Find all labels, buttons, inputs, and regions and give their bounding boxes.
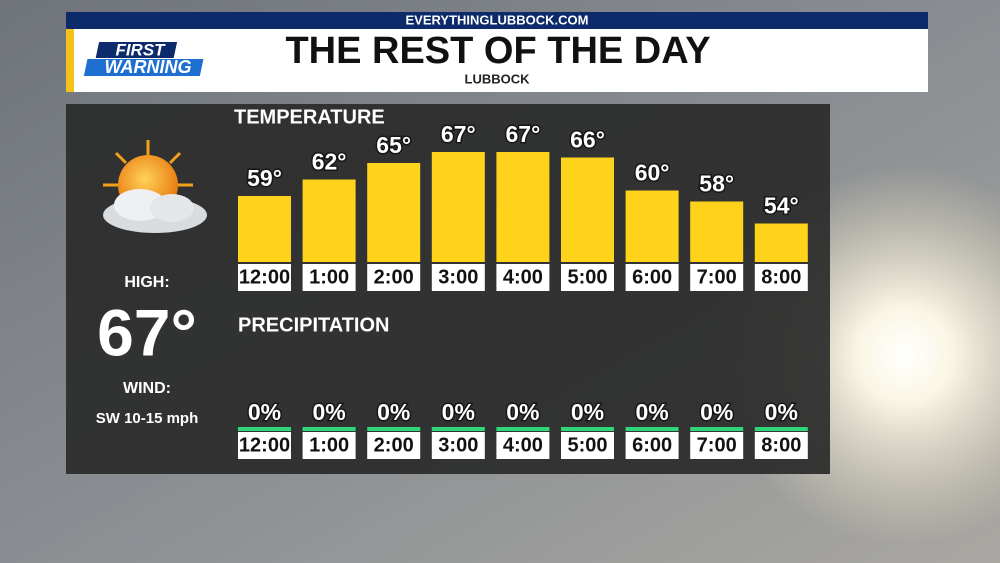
logo-top-bg: [95, 42, 178, 58]
category-label: 5:00: [567, 266, 607, 288]
wind-value: SW 10-15 mph: [96, 410, 199, 427]
value-label: 65°: [376, 132, 411, 158]
baseline-strip: [561, 427, 614, 431]
category-box: [367, 432, 421, 459]
category-box: [561, 432, 614, 459]
category-box: [238, 432, 291, 459]
value-label: 66°: [570, 127, 605, 153]
bar: [561, 157, 614, 262]
logo-bottom-bg: [83, 59, 204, 76]
subtitle: LUBBOCK: [465, 71, 531, 86]
category-box: [496, 264, 550, 291]
value-label: 60°: [635, 160, 670, 186]
bar: [690, 201, 744, 262]
value-label: 0%: [377, 399, 410, 425]
baseline-strip: [302, 427, 356, 431]
value-label: 0%: [571, 399, 604, 425]
category-label: 7:00: [697, 266, 737, 288]
category-label: 4:00: [503, 266, 543, 288]
title: THE REST OF THE DAY: [285, 30, 710, 72]
category-label: 6:00: [632, 266, 672, 288]
bar: [625, 190, 679, 262]
value-label: 67°: [506, 121, 541, 147]
accent: [66, 29, 74, 92]
value-label: 0%: [248, 399, 281, 425]
category-box: [625, 264, 679, 291]
value-label: 0%: [635, 399, 668, 425]
category-label: 8:00: [761, 434, 801, 456]
category-box: [302, 264, 356, 291]
site-strip: [66, 12, 928, 29]
category-label: 6:00: [632, 434, 672, 456]
category-label: 1:00: [309, 266, 349, 288]
chart-title: TEMPERATURE: [234, 106, 385, 128]
category-label: 5:00: [567, 434, 607, 456]
category-box: [496, 432, 550, 459]
value-label: 67°: [441, 121, 476, 147]
category-box: [431, 264, 485, 291]
value-label: 0%: [506, 399, 539, 425]
bar: [367, 163, 421, 262]
wind-label: WIND:: [123, 380, 171, 397]
category-label: 8:00: [761, 266, 801, 288]
category-label: 1:00: [309, 434, 349, 456]
category-box: [367, 264, 421, 291]
chart-title: PRECIPITATION: [238, 314, 389, 336]
weather-icon: [103, 140, 207, 233]
value-label: 59°: [247, 165, 282, 191]
category-box: [754, 264, 808, 291]
baseline-strip: [690, 427, 744, 431]
value-label: 62°: [312, 149, 347, 175]
bar: [302, 179, 356, 262]
category-box: [690, 264, 744, 291]
category-label: 12:00: [239, 434, 290, 456]
category-label: 3:00: [438, 266, 478, 288]
baseline-strip: [625, 427, 679, 431]
baseline-strip: [238, 427, 291, 431]
category-box: [238, 264, 291, 291]
category-label: 7:00: [697, 434, 737, 456]
logo-bottom: WARNING: [105, 57, 192, 77]
category-label: 2:00: [374, 434, 414, 456]
bar: [431, 152, 485, 262]
baseline-strip: [754, 427, 808, 431]
value-label: 0%: [442, 399, 475, 425]
high-label: HIGH:: [124, 274, 169, 291]
value-label: 58°: [699, 171, 734, 197]
category-box: [625, 432, 679, 459]
category-box: [690, 432, 744, 459]
category-label: 2:00: [374, 266, 414, 288]
category-label: 12:00: [239, 266, 290, 288]
category-box: [754, 432, 808, 459]
value-label: 0%: [700, 399, 733, 425]
value-label: 0%: [312, 399, 345, 425]
category-box: [561, 264, 614, 291]
bar: [238, 196, 291, 262]
bar: [754, 223, 808, 262]
logo-top: FIRST: [115, 40, 166, 59]
bar: [496, 152, 550, 262]
value-label: 0%: [765, 399, 798, 425]
category-box: [302, 432, 356, 459]
baseline-strip: [496, 427, 550, 431]
site: EVERYTHINGLUBBOCK.COM: [406, 12, 589, 27]
baseline-strip: [367, 427, 421, 431]
baseline-strip: [431, 427, 485, 431]
category-label: 3:00: [438, 434, 478, 456]
value-label: 54°: [764, 193, 799, 219]
category-label: 4:00: [503, 434, 543, 456]
category-box: [431, 432, 485, 459]
high-value: 67°: [97, 295, 197, 369]
